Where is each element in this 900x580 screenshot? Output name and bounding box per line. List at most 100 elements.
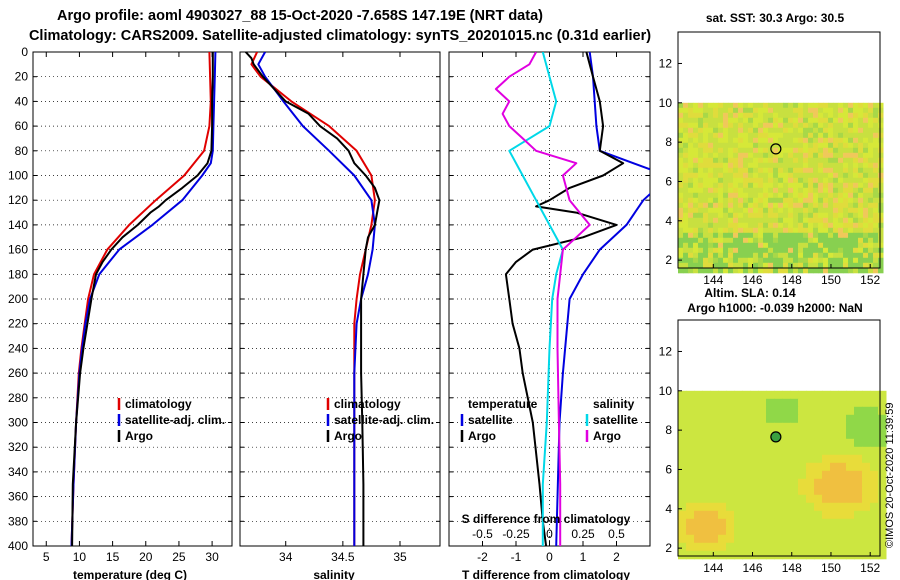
map-cell xyxy=(734,406,743,416)
map-cell xyxy=(868,232,874,239)
map-cell xyxy=(870,510,879,520)
y-tick-label: 180 xyxy=(8,267,28,281)
map-cell xyxy=(688,257,694,264)
map-cell xyxy=(798,494,807,504)
map-cell xyxy=(783,172,789,179)
map-cell xyxy=(806,510,815,520)
map-cell xyxy=(726,502,735,512)
map-cell xyxy=(793,147,799,154)
map-cell xyxy=(798,147,804,154)
map-cell xyxy=(743,152,749,159)
map-cell xyxy=(733,242,739,249)
map-cell xyxy=(766,470,775,480)
map-cell xyxy=(782,510,791,520)
map-cell xyxy=(814,422,823,432)
map-cell xyxy=(813,217,819,224)
map-cell xyxy=(818,237,824,244)
map-cell xyxy=(863,187,869,194)
map-cell xyxy=(788,217,794,224)
map-cell xyxy=(798,192,804,199)
map-cell xyxy=(694,510,703,520)
map-cell xyxy=(694,446,703,456)
map-cell xyxy=(798,398,807,408)
map-cell xyxy=(798,534,807,544)
map-cell xyxy=(833,152,839,159)
map-cell xyxy=(818,232,824,239)
map-cell xyxy=(838,422,847,432)
map-cell xyxy=(854,510,863,520)
map-cell xyxy=(743,227,749,234)
map-cell xyxy=(846,550,855,560)
map-cell xyxy=(683,182,689,189)
map-cell xyxy=(818,227,824,234)
map-cell xyxy=(788,102,794,109)
map-cell xyxy=(868,102,874,109)
map-cell xyxy=(782,486,791,496)
difference-top-label: S difference from climatology xyxy=(462,512,631,526)
map-cell xyxy=(728,172,734,179)
map-cell xyxy=(773,207,779,214)
map-cell xyxy=(742,526,751,536)
map-cell xyxy=(763,132,769,139)
map-cell xyxy=(814,494,823,504)
map-cell xyxy=(808,262,814,269)
map-cell xyxy=(683,212,689,219)
map-cell xyxy=(838,262,844,269)
map-cell xyxy=(868,142,874,149)
map-cell xyxy=(753,227,759,234)
map-cell xyxy=(814,534,823,544)
map-cell xyxy=(743,242,749,249)
map-cell xyxy=(693,167,699,174)
map-cell xyxy=(803,262,809,269)
map-cell xyxy=(710,494,719,504)
map-cell xyxy=(788,162,794,169)
map-cell xyxy=(710,518,719,528)
map-cell xyxy=(703,172,709,179)
map-cell xyxy=(713,107,719,114)
map-cell xyxy=(750,446,759,456)
map-cell xyxy=(683,157,689,164)
map-cell xyxy=(853,252,859,259)
map-cell xyxy=(726,414,735,424)
map-cell xyxy=(763,187,769,194)
map-cell xyxy=(708,262,714,269)
map-cell xyxy=(703,222,709,229)
map-cell xyxy=(678,102,684,109)
map-cell xyxy=(873,217,879,224)
map-cell xyxy=(726,446,735,456)
map-cell xyxy=(753,147,759,154)
map-cell xyxy=(878,470,887,480)
map-cell xyxy=(863,207,869,214)
map-cell xyxy=(846,494,855,504)
map-cell xyxy=(743,252,749,259)
map-cell xyxy=(698,167,704,174)
map-cell xyxy=(798,486,807,496)
map-cell xyxy=(703,237,709,244)
map-cell xyxy=(838,486,847,496)
map-cell xyxy=(686,526,695,536)
map-cell xyxy=(788,237,794,244)
map-cell xyxy=(678,117,684,124)
legend-t-argo: Argo xyxy=(468,429,496,443)
map-cell xyxy=(806,534,815,544)
map-cell xyxy=(833,182,839,189)
map-cell xyxy=(726,494,735,504)
map-cell xyxy=(848,247,854,254)
map-cell xyxy=(813,107,819,114)
map-cell xyxy=(753,237,759,244)
map-cell xyxy=(838,237,844,244)
map-cell xyxy=(778,177,784,184)
map-cell xyxy=(738,137,744,144)
map-cell xyxy=(738,147,744,154)
map-cell xyxy=(790,470,799,480)
map-cell xyxy=(693,157,699,164)
map-cell xyxy=(693,212,699,219)
map-cell xyxy=(854,390,863,400)
map-cell xyxy=(703,112,709,119)
map-cell xyxy=(782,494,791,504)
map-cell xyxy=(788,137,794,144)
map-cell xyxy=(723,137,729,144)
map-cell xyxy=(763,142,769,149)
map-cell xyxy=(718,446,727,456)
map-cell xyxy=(788,132,794,139)
